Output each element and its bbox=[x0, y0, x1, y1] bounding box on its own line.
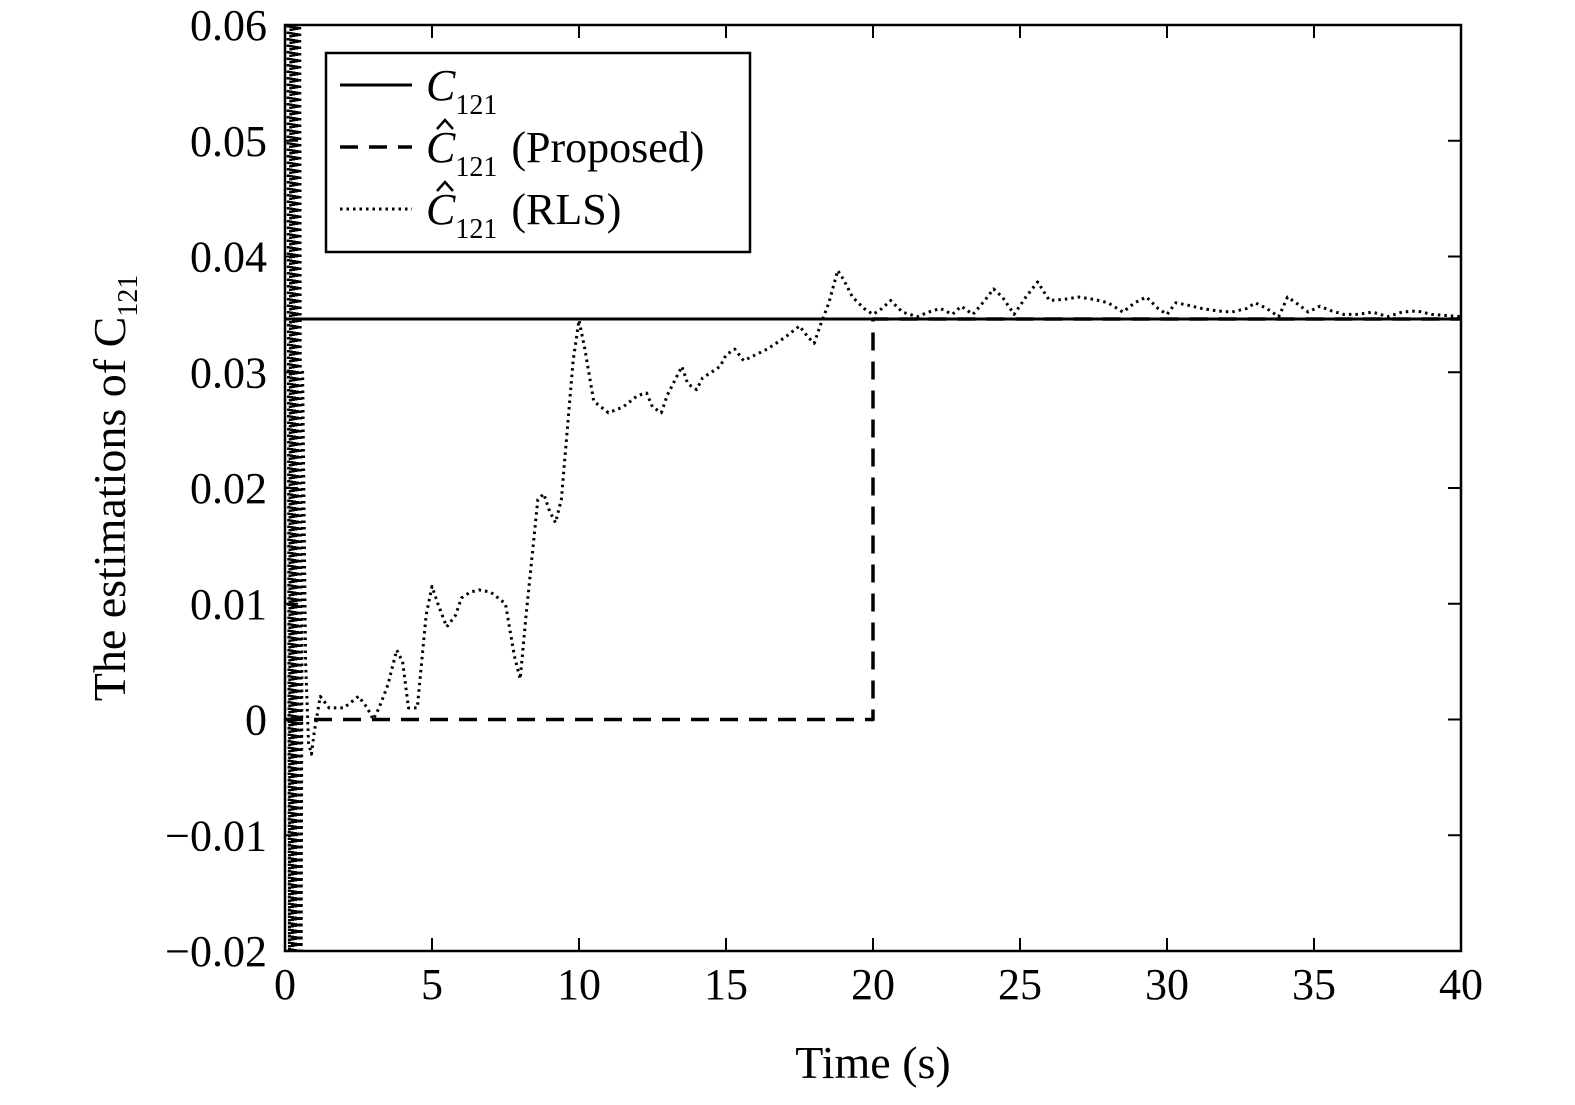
series-line-dotted bbox=[286, 25, 1461, 951]
x-axis-title: Time (s) bbox=[795, 1037, 951, 1088]
y-axis-title: The estimations of C121 bbox=[84, 275, 144, 702]
legend-label: C121 (RLS) bbox=[426, 185, 621, 245]
legend-label-symbol: C bbox=[426, 123, 456, 172]
x-tick-label: 35 bbox=[1292, 960, 1336, 1009]
legend-label-symbol: C bbox=[426, 61, 456, 110]
legend-hat-accent bbox=[436, 118, 454, 130]
legend-label-suffix: (Proposed) bbox=[511, 123, 704, 172]
legend-label-subscript: 121 bbox=[455, 214, 497, 245]
legend-label-subscript: 121 bbox=[455, 152, 497, 183]
y-axis-title-group: The estimations of C121 bbox=[84, 275, 144, 702]
x-tick-label: 10 bbox=[557, 960, 601, 1009]
y-tick-label: 0.06 bbox=[190, 1, 267, 50]
y-tick-label: −0.02 bbox=[165, 927, 267, 976]
x-tick-label: 40 bbox=[1439, 960, 1483, 1009]
x-tick-label: 25 bbox=[998, 960, 1042, 1009]
y-tick-label: 0.04 bbox=[190, 233, 267, 282]
x-tick-label: 5 bbox=[421, 960, 443, 1009]
legend-label-subscript: 121 bbox=[455, 90, 497, 121]
plot-frame bbox=[283, 23, 1463, 953]
y-tick-label: 0.01 bbox=[190, 580, 267, 629]
y-tick-label: 0 bbox=[245, 696, 267, 745]
legend-label: C121 bbox=[426, 61, 497, 121]
y-tick-label: 0.03 bbox=[190, 348, 267, 397]
y-tick-label: 0.02 bbox=[190, 464, 267, 513]
series-line-dashed bbox=[285, 317, 1461, 722]
legend-label-suffix: (RLS) bbox=[511, 185, 621, 234]
y-axis-title-subscript: 121 bbox=[113, 275, 144, 317]
legend-hat-accent bbox=[436, 180, 454, 192]
x-tick-label: 30 bbox=[1145, 960, 1189, 1009]
x-tick-label: 20 bbox=[851, 960, 895, 1009]
y-tick-label: −0.01 bbox=[165, 811, 267, 860]
legend-label: C121 (Proposed) bbox=[426, 123, 704, 183]
x-tick-label: 15 bbox=[704, 960, 748, 1009]
legend-label-symbol: C bbox=[426, 185, 456, 234]
x-tick-label: 0 bbox=[274, 960, 296, 1009]
y-axis-title-main: The estimations of C bbox=[84, 317, 135, 702]
y-tick-label: 0.05 bbox=[190, 117, 267, 166]
